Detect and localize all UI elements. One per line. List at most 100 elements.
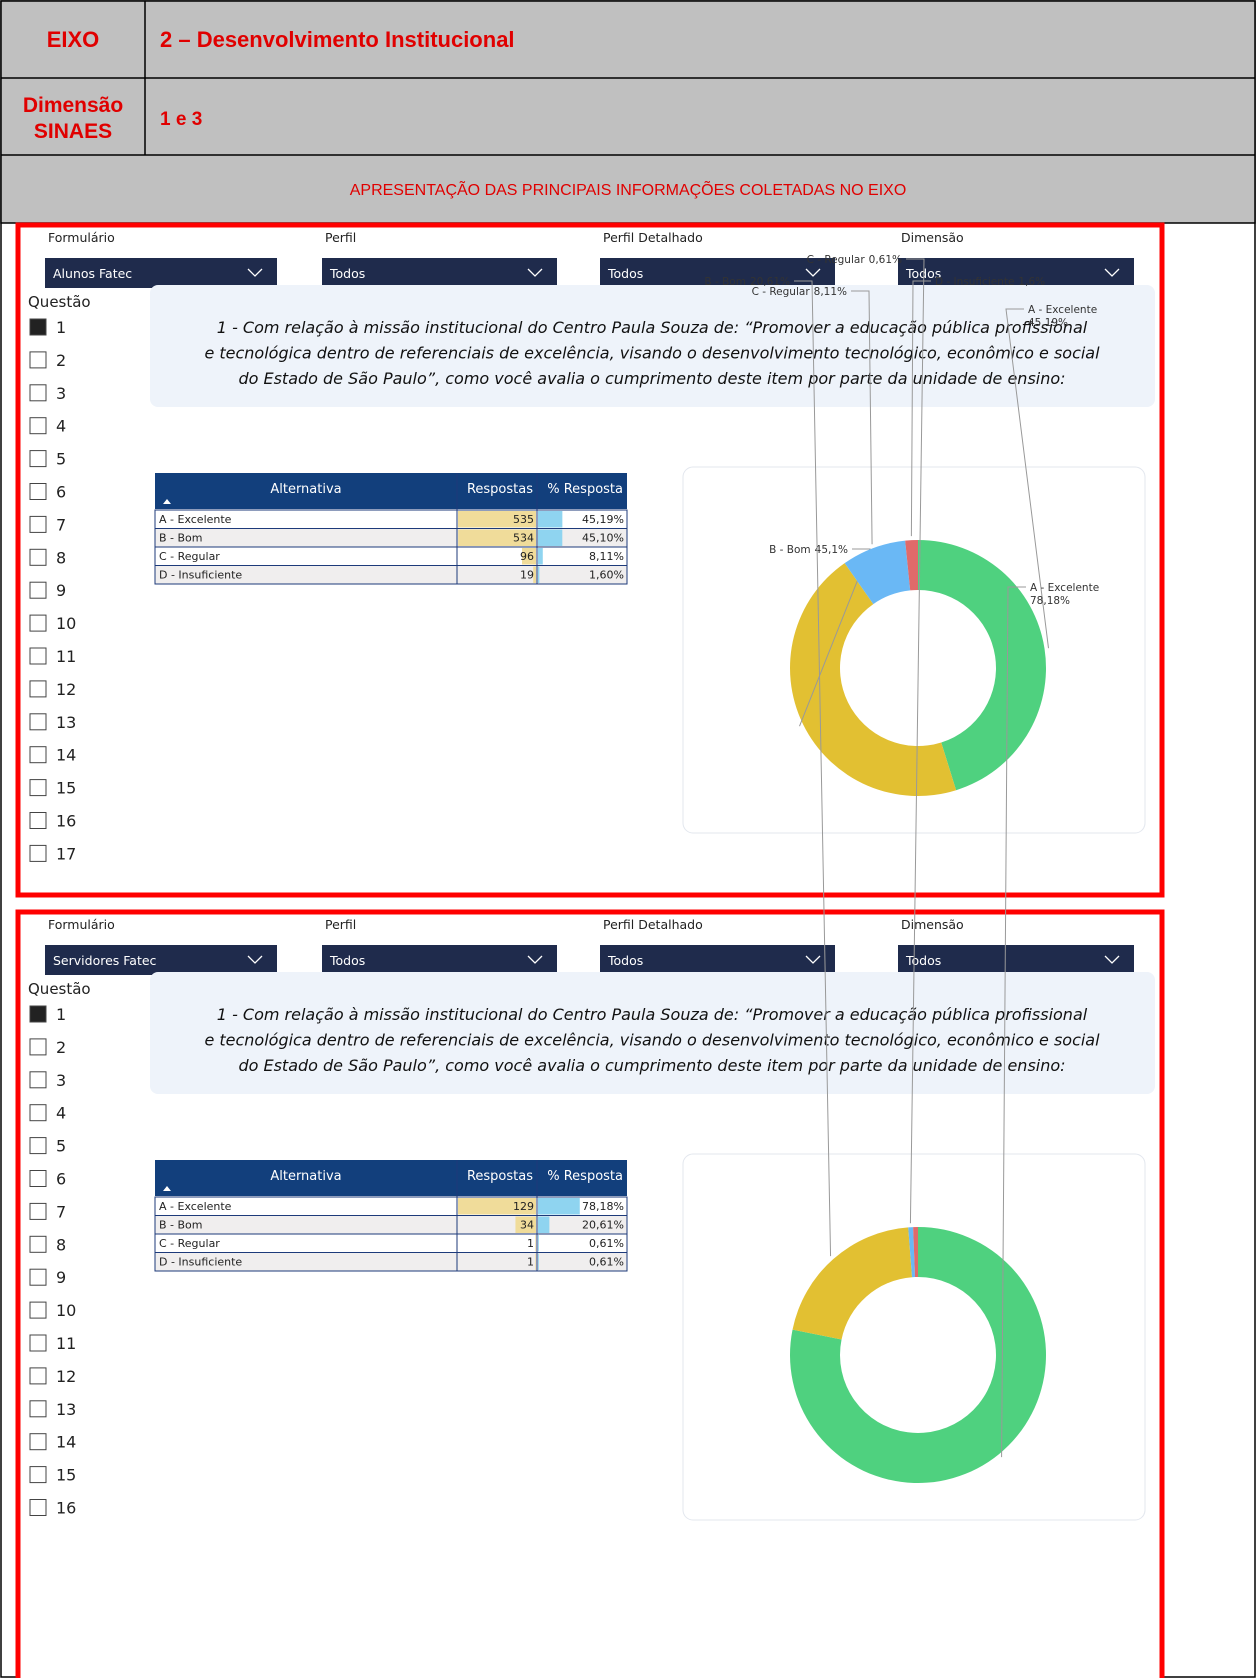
- dropdown-chevron: [1104, 268, 1120, 277]
- checkbox[interactable]: [29, 483, 47, 500]
- chart-box: [682, 466, 1146, 834]
- checkbox[interactable]: [29, 647, 47, 665]
- table-column-header: % Resposta: [547, 1169, 623, 1184]
- checkbox[interactable]: [29, 1005, 47, 1023]
- question-number: 9: [56, 1268, 66, 1287]
- table-cell: C - Regular: [159, 1237, 220, 1250]
- checkbox[interactable]: [29, 1400, 47, 1418]
- checkbox[interactable]: [29, 844, 47, 862]
- dropdown-chevron: [247, 955, 263, 964]
- chart-box: [682, 1153, 1146, 1521]
- checkbox[interactable]: [29, 1038, 47, 1056]
- checkbox[interactable]: [29, 680, 47, 698]
- respostas-bar: [535, 1235, 536, 1252]
- dropdown-value: Todos: [329, 953, 365, 968]
- percent-bar: [538, 1253, 539, 1270]
- table-column-header: % Resposta: [547, 482, 623, 497]
- checkbox[interactable]: [29, 548, 47, 566]
- dropdown-chevron: [805, 955, 821, 964]
- checkbox[interactable]: [29, 713, 47, 731]
- dropdown[interactable]: [600, 945, 835, 975]
- question-number: 16: [56, 812, 76, 831]
- table-cell: A - Excelente: [159, 513, 232, 526]
- checkbox[interactable]: [29, 1334, 47, 1352]
- question-text: 1 - Com relação à missão institucional d…: [217, 318, 1088, 337]
- donut-slice: [790, 563, 957, 796]
- donut-slice: [918, 540, 1046, 791]
- checkbox[interactable]: [29, 614, 47, 632]
- checkbox[interactable]: [29, 812, 47, 829]
- table-header: [155, 473, 627, 509]
- checkbox[interactable]: [29, 779, 47, 797]
- checkbox[interactable]: [29, 1170, 47, 1187]
- eixo-value: 2 – Desenvolvimento Institucional: [160, 27, 515, 52]
- checkbox[interactable]: [29, 450, 47, 468]
- dropdown[interactable]: [600, 258, 835, 288]
- checkbox[interactable]: [29, 515, 47, 533]
- table-cell: B - Bom: [159, 532, 203, 545]
- question-number: 10: [56, 1301, 76, 1320]
- dropdown-value: Todos: [905, 953, 941, 968]
- donut-label-value: 45,19%: [1028, 317, 1068, 329]
- dropdown[interactable]: [898, 258, 1134, 288]
- question-number: 11: [56, 1334, 76, 1353]
- checkbox[interactable]: [29, 746, 47, 764]
- respostas-bar: [533, 566, 536, 583]
- dropdown[interactable]: [45, 945, 277, 975]
- respostas-bar: [515, 1216, 536, 1233]
- dropdown-chevron: [527, 268, 543, 277]
- table-row: [154, 1233, 628, 1253]
- table-cell: A - Excelente: [159, 1200, 232, 1213]
- checkbox[interactable]: [29, 1137, 47, 1155]
- checkbox[interactable]: [29, 384, 47, 402]
- question-number: 14: [56, 746, 76, 765]
- table-column-header: Alternativa: [270, 482, 341, 497]
- questao-label: Questão: [28, 980, 91, 998]
- percent-bar: [538, 566, 540, 583]
- question-number: 5: [56, 1137, 66, 1156]
- checkbox[interactable]: [29, 1268, 47, 1286]
- donut-slice: [908, 1227, 916, 1278]
- table-column-header: Respostas: [467, 482, 533, 497]
- leader-line: [1005, 308, 1049, 649]
- table-cell: 535: [513, 513, 534, 526]
- donut-label-value: 0,61%: [869, 254, 902, 266]
- table-row: [154, 1215, 628, 1235]
- checkbox[interactable]: [29, 1433, 47, 1451]
- question-number: 17: [56, 844, 76, 863]
- question-box: [150, 972, 1155, 1094]
- question-text: do Estado de São Paulo”, como você avali…: [238, 369, 1065, 388]
- dropdown[interactable]: [898, 945, 1134, 975]
- checkbox[interactable]: [29, 581, 47, 599]
- dropdown-chevron: [1104, 955, 1120, 964]
- filter-label: Formulário: [48, 230, 115, 245]
- dropdown[interactable]: [322, 945, 557, 975]
- checkbox[interactable]: [29, 1367, 47, 1385]
- respostas-bar: [458, 529, 536, 546]
- table-cell: 1,60%: [589, 569, 624, 582]
- question-text: e tecnológica dentro de referenciais de …: [204, 344, 1100, 363]
- dropdown[interactable]: [322, 258, 557, 288]
- table-cell: 0,61%: [589, 1237, 624, 1250]
- filter-label: Perfil: [325, 230, 356, 245]
- checkbox[interactable]: [29, 351, 47, 369]
- filter-label: Perfil Detalhado: [603, 230, 703, 245]
- sort-icon: [163, 499, 171, 504]
- question-number: 14: [56, 1433, 76, 1452]
- table-cell: 96: [520, 550, 534, 563]
- filter-label: Dimensão: [901, 230, 964, 245]
- checkbox[interactable]: [29, 1301, 47, 1319]
- dim-label: SINAES: [34, 120, 112, 143]
- checkbox[interactable]: [29, 1104, 47, 1122]
- dropdown[interactable]: [45, 258, 277, 288]
- checkbox[interactable]: [29, 1499, 47, 1516]
- donut-label-category: A - Excelente: [1028, 304, 1097, 316]
- checkbox[interactable]: [29, 1202, 47, 1220]
- checkbox[interactable]: [29, 318, 47, 336]
- donut-label-value: 8,11%: [814, 286, 847, 298]
- checkbox[interactable]: [29, 1466, 47, 1484]
- donut-label-value: 20,61%: [750, 276, 790, 288]
- checkbox[interactable]: [29, 417, 47, 435]
- checkbox[interactable]: [29, 1235, 47, 1253]
- checkbox[interactable]: [29, 1071, 47, 1089]
